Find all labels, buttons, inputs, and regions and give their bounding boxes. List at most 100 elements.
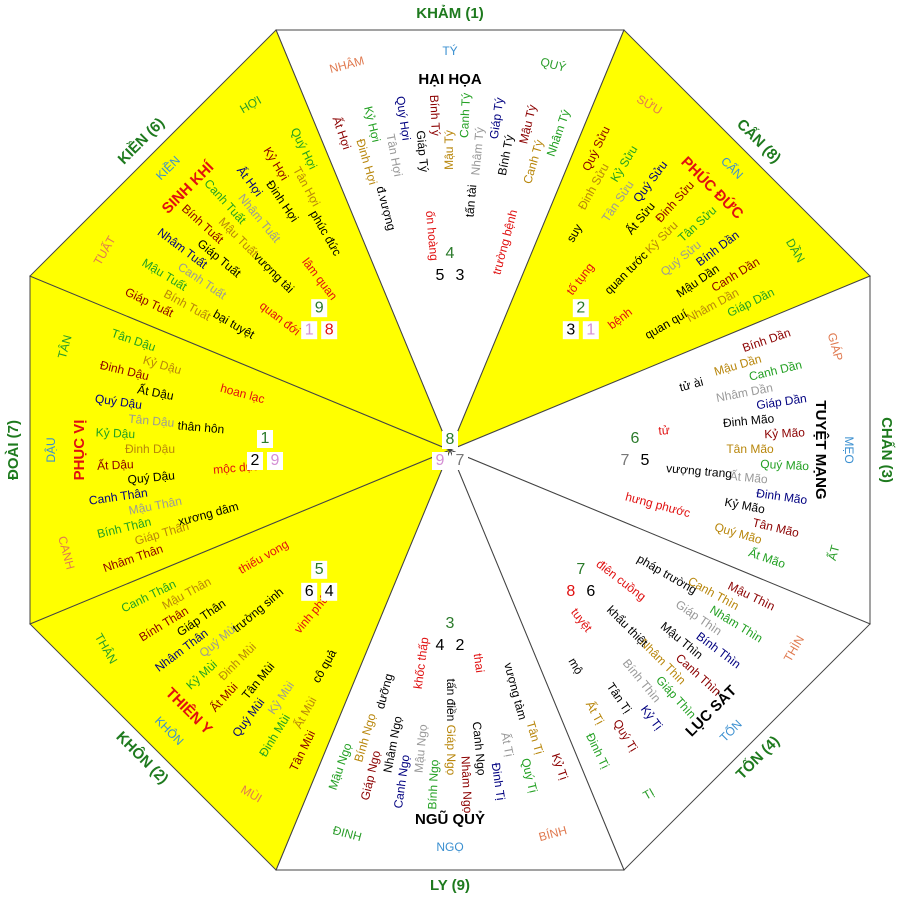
ring-name: Quý Dậu: [127, 468, 175, 486]
number-bg: [582, 321, 599, 340]
ring-name: Nhâm Ngọ: [458, 756, 475, 814]
number-bg: [582, 582, 599, 601]
ring-name: Canh Ngọ: [470, 721, 489, 776]
number-bg: [311, 560, 328, 579]
mountain-label: TÂN: [54, 333, 75, 360]
flying-star: 2: [251, 452, 260, 469]
flying-star: 7: [576, 561, 585, 578]
ring-name: Đinh Dậu: [125, 442, 175, 456]
flying-star: 3: [456, 267, 465, 284]
number-bg: [452, 637, 468, 655]
star-name: HẠI HỌA: [418, 71, 482, 88]
mountain-label: MẸO: [842, 436, 856, 463]
sector-label: ĐOÀI (7): [5, 420, 22, 480]
number-bg: [321, 321, 338, 340]
number-bg: [301, 582, 318, 601]
center-bg: [442, 431, 458, 449]
ring-name: Quý Mão: [760, 457, 810, 473]
center-star: 8: [446, 431, 455, 448]
flying-star: 4: [325, 583, 334, 600]
sector-label: LY (9): [430, 877, 470, 894]
sector-label: KHẢM (1): [416, 5, 484, 22]
center-star: 7: [456, 452, 465, 469]
flying-star: 4: [436, 637, 445, 654]
ring-name: Kỷ Dậu: [95, 425, 135, 441]
mountain-label: NGỌ: [436, 840, 463, 854]
mountain-label: TÝ: [442, 43, 457, 58]
ring-name: Tân Mão: [726, 442, 774, 456]
sector-label: CHẤN (3): [878, 417, 895, 483]
flying-star: 3: [566, 321, 575, 338]
center-star: 9: [436, 452, 445, 469]
ring-name: Tân Dậu: [128, 412, 175, 430]
number-bg: [432, 637, 448, 655]
ring-name: Giáp Tý: [413, 130, 431, 173]
ring-name: Mậu Ngọ: [412, 723, 431, 773]
ring-name: Bính Ngọ: [425, 759, 441, 810]
flying-star: 5: [436, 267, 445, 284]
flying-star: 5: [641, 452, 650, 469]
number-bg: [301, 321, 318, 340]
flying-star: 8: [325, 321, 334, 338]
ring-name: Đinh Tị: [489, 762, 508, 801]
ring-name: Giáp Ngọ: [444, 725, 458, 776]
flying-star: 2: [456, 637, 465, 654]
ring-name: Ất Tị: [498, 731, 517, 758]
ring-name: Kỷ Mão: [764, 425, 806, 441]
term: tấn tài: [463, 184, 480, 218]
number-bg: [562, 582, 579, 601]
flying-star: 9: [271, 452, 280, 469]
term: tấn điền: [444, 679, 458, 722]
ring-name: Ất Dậu: [136, 381, 175, 403]
ring-name: Canh Tý: [457, 92, 473, 138]
center-bg: [432, 452, 448, 470]
flying-star: 8: [566, 583, 575, 600]
mountain-label: DẬU: [43, 437, 58, 462]
flying-star: 6: [631, 430, 640, 447]
number-bg: [257, 430, 273, 448]
sector: [29, 29, 451, 451]
term: thai: [471, 653, 487, 674]
term: thân hôn: [177, 418, 225, 436]
term: vượng trang: [666, 461, 733, 481]
number-bg: [247, 452, 263, 470]
center-bg: [452, 452, 468, 470]
number-bg: [442, 245, 458, 263]
flying-star: 9: [315, 299, 324, 316]
star-name: TUYỆT MẠNG: [812, 400, 830, 499]
ring-name: Ất Mão: [729, 468, 769, 487]
ring-name: Bính Tý: [427, 94, 443, 136]
flying-star: 6: [305, 583, 314, 600]
star-name: PHỤC VỊ: [71, 420, 88, 481]
flying-star: 6: [586, 583, 595, 600]
number-bg: [562, 321, 579, 340]
flying-star: 2: [576, 299, 585, 316]
flying-star: 1: [586, 321, 595, 338]
flying-star: 5: [315, 561, 324, 578]
ring-name: Ất Dậu: [97, 456, 134, 473]
flying-star: 7: [621, 452, 630, 469]
ring-name: Mậu Tý: [442, 130, 456, 170]
number-bg: [311, 299, 328, 318]
flying-star: 1: [261, 430, 270, 447]
mountain-label: QUÝ: [539, 54, 568, 75]
flying-star: 4: [446, 245, 455, 262]
number-bg: [572, 560, 589, 579]
number-bg: [637, 452, 653, 470]
flying-star: 3: [446, 615, 455, 632]
number-bg: [627, 430, 643, 448]
term: tử ài: [678, 375, 705, 395]
term: tử: [658, 423, 671, 438]
mountain-label: BÍNH: [537, 822, 569, 844]
mountain-label: ẤT: [824, 543, 843, 562]
number-bg: [452, 267, 468, 285]
number-bg: [617, 452, 633, 470]
number-bg: [572, 299, 589, 318]
term: khốc thấp: [411, 636, 432, 690]
number-bg: [442, 615, 458, 633]
number-bg: [432, 267, 448, 285]
star-name: NGŨ QUỶ: [415, 810, 485, 828]
number-bg: [267, 452, 283, 470]
